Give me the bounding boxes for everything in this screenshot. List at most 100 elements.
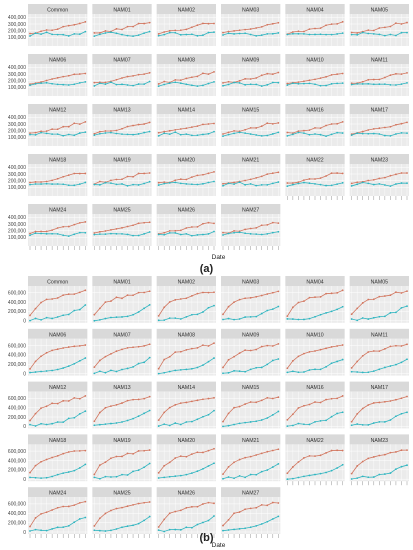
y-tick-label: 300,000 <box>8 172 26 178</box>
series-point <box>383 83 386 86</box>
series-point <box>308 178 311 180</box>
series-point <box>249 349 252 352</box>
series-point <box>325 312 327 314</box>
series-point <box>271 501 274 504</box>
series-point <box>356 477 359 480</box>
series-point <box>277 222 280 225</box>
series-point <box>227 182 230 185</box>
series-point <box>34 131 37 134</box>
series-point <box>227 518 230 521</box>
series-point <box>395 84 397 86</box>
facet-strip-label: Common <box>47 8 68 14</box>
series-point <box>179 298 182 300</box>
series-point <box>277 181 280 183</box>
series-point <box>163 371 166 374</box>
series-point <box>190 226 193 228</box>
facet-strip <box>92 434 152 445</box>
facet-panel: NAM17 <box>349 104 409 146</box>
series-point <box>104 230 107 232</box>
series-point <box>297 301 300 304</box>
series-point <box>143 449 146 452</box>
series-point <box>40 460 42 463</box>
series-point <box>121 421 123 423</box>
series-point <box>271 466 274 468</box>
series-point <box>389 451 392 454</box>
series-point <box>67 174 70 177</box>
series-point <box>34 425 37 427</box>
series-point <box>148 30 151 33</box>
series-point <box>291 306 294 309</box>
facet-strip-label: NAM13 <box>113 385 130 391</box>
series-point <box>93 32 96 34</box>
series-point <box>174 422 177 424</box>
facet-panel: NAM27 <box>221 487 281 538</box>
series-point <box>383 400 386 403</box>
facet-panel: NAM07 <box>92 54 152 96</box>
series-point <box>266 417 269 419</box>
y-tick-label: 0 <box>23 424 26 430</box>
series-point <box>157 131 160 134</box>
series-point <box>73 396 76 399</box>
series-point <box>126 184 129 187</box>
series-point <box>400 397 403 400</box>
series-point <box>222 133 224 135</box>
series-point <box>202 34 204 37</box>
facet-panel: NAM25 <box>92 204 152 250</box>
series-point <box>361 423 364 426</box>
series-point <box>367 78 370 81</box>
series-point <box>249 315 252 318</box>
series-point <box>255 77 258 79</box>
series-point <box>233 231 235 234</box>
series-point <box>277 290 280 293</box>
series-point <box>361 371 364 374</box>
series-point <box>110 81 112 84</box>
series-point <box>168 301 171 303</box>
series-point <box>126 346 129 349</box>
series-point <box>115 83 118 86</box>
series-point <box>406 182 408 185</box>
series-point <box>361 317 364 319</box>
series-point <box>98 130 101 133</box>
series-point <box>367 371 370 374</box>
series-point <box>249 183 252 185</box>
series-point <box>227 412 230 415</box>
series-point <box>233 132 235 135</box>
series-point <box>297 182 300 185</box>
series-point <box>330 184 333 187</box>
series-point <box>179 233 182 236</box>
series-point <box>244 28 247 31</box>
series-point <box>372 476 375 478</box>
y-tick-label: 400,000 <box>8 405 26 411</box>
facet-panel: NAM09 <box>221 328 281 376</box>
facet-strip-label: NAM10 <box>306 58 323 64</box>
series-point <box>406 21 408 24</box>
series-point <box>325 33 327 36</box>
series-point <box>196 346 199 349</box>
y-tick-label: 100,000 <box>8 235 26 241</box>
series-point <box>196 505 199 508</box>
series-point <box>330 415 333 418</box>
series-point <box>277 462 280 465</box>
series-point <box>121 178 123 181</box>
series-point <box>179 128 182 130</box>
series-point <box>185 33 188 36</box>
series-point <box>238 32 241 35</box>
series-point <box>98 411 101 414</box>
series-point <box>174 131 177 134</box>
series-point <box>227 80 230 83</box>
facet-panel: NAM26 <box>156 204 216 250</box>
series-point <box>378 473 381 476</box>
series-point <box>400 83 403 86</box>
series-point <box>110 457 112 460</box>
series-point <box>62 183 65 186</box>
series-point <box>104 406 107 409</box>
series-point <box>34 476 37 479</box>
series-point <box>233 229 235 232</box>
series-point <box>383 126 386 129</box>
series-point <box>238 82 241 84</box>
series-point <box>395 133 397 135</box>
series-point <box>40 30 42 33</box>
series-point <box>115 178 118 181</box>
series-point <box>45 180 48 183</box>
series-point <box>255 233 258 236</box>
